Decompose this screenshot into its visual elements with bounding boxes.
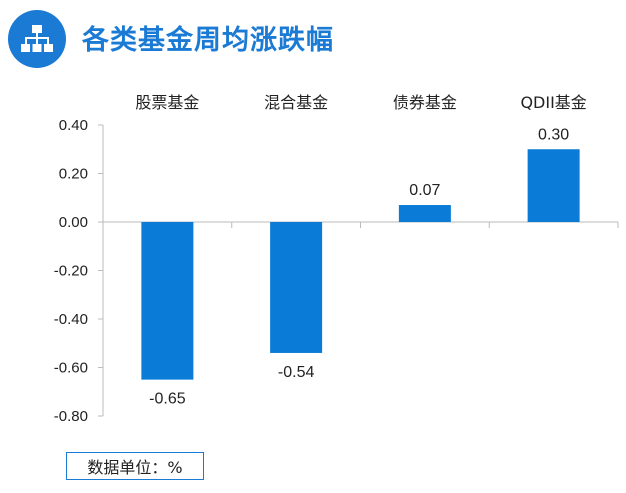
y-tick-label: 0.00: [59, 214, 88, 231]
y-tick-label: -0.20: [54, 263, 88, 280]
category-label: 债券基金: [393, 93, 457, 112]
unit-note: 数据单位：%: [66, 452, 204, 480]
category-label: 混合基金: [264, 93, 328, 112]
bar: [141, 222, 194, 380]
data-label: -0.65: [149, 391, 186, 408]
page-title: 各类基金周均涨跌幅: [82, 25, 334, 56]
category-label: QDII基金: [520, 93, 586, 112]
data-label: -0.54: [278, 364, 315, 381]
y-tick-label: -0.40: [54, 311, 88, 328]
org-chart-icon: [8, 10, 66, 68]
bar: [527, 149, 580, 222]
bar: [398, 205, 451, 222]
y-tick-label: -0.80: [54, 408, 88, 425]
data-label: 0.30: [538, 126, 569, 143]
bar: [270, 222, 323, 353]
data-label: 0.07: [409, 182, 440, 199]
y-tick-label: -0.60: [54, 360, 88, 377]
y-tick-label: 0.20: [59, 166, 88, 183]
y-tick-label: 0.40: [59, 117, 88, 134]
category-label: 股票基金: [135, 93, 199, 112]
